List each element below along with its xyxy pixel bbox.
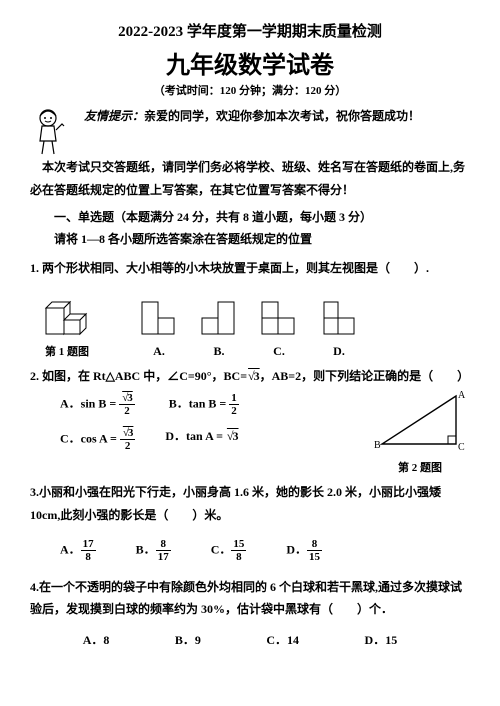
q1-opt-c-icon: [254, 296, 304, 340]
hint-lead: 友情提示：: [84, 109, 144, 123]
section1-instruction: 请将 1—8 各小题所选答案涂在答题纸规定的位置: [30, 228, 470, 251]
main-title: 2022-2023 学年度第一学期期末质量检测: [30, 20, 470, 41]
q1-opt-b-icon: [194, 296, 244, 340]
q2-figure: A B C 第 2 题图: [370, 388, 470, 475]
vertex-c: C: [458, 442, 465, 453]
q4-opt-b: B．9: [175, 631, 201, 648]
q3-d-label: D．: [286, 543, 307, 557]
q2-stem-prefix: 2. 如图，在 Rt△ABC 中，∠C=90°，BC=: [30, 369, 247, 383]
q2-opt-b-label: B．tan B =: [169, 396, 227, 410]
q3-b-num: 8: [156, 538, 171, 551]
q4-opt-c: C．14: [266, 631, 299, 648]
q3-b-den: 17: [156, 551, 171, 563]
q1-main-figure: 第 1 题图: [40, 284, 94, 359]
q3-d-den: 15: [307, 551, 322, 563]
q1-opt-a: A.: [134, 296, 184, 359]
q2-opt-d-label: D．tan A =: [165, 429, 223, 443]
q4-opt-a: A．8: [83, 631, 110, 648]
q3-opt-d: D．815: [286, 538, 322, 563]
vertex-b: B: [374, 440, 381, 451]
q3-a-den: 8: [81, 551, 96, 563]
cartoon-icon: [30, 106, 66, 156]
q2-opt-a-label: A．sin B =: [60, 396, 116, 410]
q1-opt-a-icon: [134, 296, 184, 340]
q3-opt-c: C．158: [211, 538, 247, 563]
q3-b-label: B．: [136, 543, 156, 557]
q2-stem-mid: ，AB=2，则下列结论正确的是（ ）: [260, 369, 470, 383]
q1-figures-row: 第 1 题图 A. B. C.: [40, 284, 470, 359]
q2-opt-b: B．tan B = 12: [169, 392, 239, 417]
q2-b-den: 2: [229, 405, 239, 417]
hint-greeting: 友情提示：亲爱的同学，欢迎你参加本次考试，祝你答题成功！: [72, 106, 470, 126]
exam-page: 2022-2023 学年度第一学期期末质量检测 九年级数学试卷 （考试时间：12…: [0, 0, 500, 706]
q1-opt-a-label: A.: [134, 344, 184, 359]
q2-options: A．sin B = 32 B．tan B = 12 C．cos A = 32 D…: [30, 388, 362, 452]
section1-heading: 一、单选题（本题满分 24 分，共有 8 道小题，每小题 3 分）: [30, 206, 470, 229]
q2-fig-label: 第 2 题图: [370, 459, 470, 475]
q2-d-val: 3: [226, 429, 239, 443]
q1-opt-c-label: C.: [254, 344, 304, 359]
triangle-icon: A B C: [370, 388, 470, 454]
q3-options: A．178 B．817 C．158 D．815: [60, 538, 470, 563]
q1-fig-label: 第 1 题图: [40, 343, 94, 359]
q4-opt-d: D．15: [365, 631, 398, 648]
q3-c-num: 15: [231, 538, 246, 551]
q3-a-num: 17: [81, 538, 96, 551]
q1-opt-d: D.: [314, 296, 364, 359]
q3-d-num: 8: [307, 538, 322, 551]
q2-b-num: 1: [229, 392, 239, 405]
q3-a-label: A．: [60, 543, 81, 557]
q3-opt-b: B．817: [136, 538, 171, 563]
q1-opt-c: C.: [254, 296, 304, 359]
vertex-a: A: [458, 390, 466, 401]
q3-c-label: C．: [211, 543, 232, 557]
hint-text-block: 友情提示：亲爱的同学，欢迎你参加本次考试，祝你答题成功！: [72, 106, 470, 126]
q4-options: A．8 B．9 C．14 D．15: [50, 631, 430, 648]
q1-opt-d-label: D.: [314, 344, 364, 359]
q2-a-num: 3: [121, 392, 133, 404]
q2-c-num: 3: [122, 427, 134, 439]
hint-row: 友情提示：亲爱的同学，欢迎你参加本次考试，祝你答题成功！: [30, 106, 470, 156]
q1-opt-b-label: B.: [194, 344, 244, 359]
subtitle: 九年级数学试卷: [30, 45, 470, 80]
q1-3d-blocks-icon: [40, 284, 94, 338]
hint-body: 亲爱的同学，欢迎你参加本次考试，祝你答题成功！: [144, 109, 420, 123]
q1-stem: 1. 两个形状相同、大小相等的小木块放置于桌面上，则其左视图是（ ）.: [30, 257, 470, 280]
q2-opt-c: C．cos A = 32: [60, 427, 135, 452]
q4-stem: 4.在一个不透明的袋子中有除颜色外均相同的 6 个白球和若干黑球,通过多次摸球试…: [30, 576, 470, 622]
hint-para: 本次考试只交答题纸，请同学们务必将学校、班级、姓名写在答题纸的卷面上,务必在答题…: [30, 156, 470, 202]
q3-opt-a: A．178: [60, 538, 96, 563]
q1-opt-b: B.: [194, 296, 244, 359]
q2-a-den: 2: [119, 405, 135, 417]
q2-opt-d: D．tan A = 3: [165, 427, 238, 452]
q3-c-den: 8: [231, 551, 246, 563]
q3-stem: 3.小丽和小强在阳光下行走，小丽身高 1.6 米，她的影长 2.0 米，小丽比小…: [30, 481, 470, 527]
q1-opt-d-icon: [314, 296, 364, 340]
q2-row: A．sin B = 32 B．tan B = 12 C．cos A = 32 D…: [30, 388, 470, 475]
q2-opt-c-label: C．cos A =: [60, 431, 117, 445]
q2-stem: 2. 如图，在 Rt△ABC 中，∠C=90°，BC=3，AB=2，则下列结论正…: [30, 365, 470, 388]
exam-info: （考试时间：120 分钟；满分：120 分）: [30, 82, 470, 98]
q2-bc-sqrt: 3: [247, 369, 260, 383]
q2-opt-a: A．sin B = 32: [60, 392, 135, 417]
q2-c-den: 2: [120, 440, 136, 452]
